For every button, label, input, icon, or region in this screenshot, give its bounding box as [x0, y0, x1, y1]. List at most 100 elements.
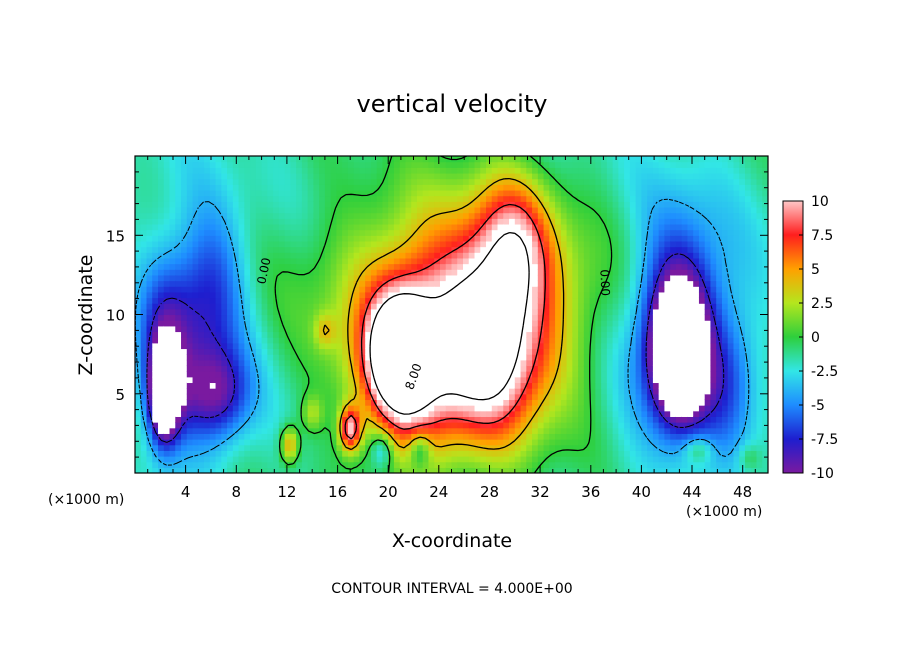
heatmap-cell: [532, 172, 539, 180]
heatmap-cell: [606, 297, 614, 304]
heatmap-cell: [192, 223, 199, 231]
heatmap-cell: [163, 178, 171, 185]
heatmap-cell: [589, 269, 596, 276]
heatmap-cell: [267, 212, 274, 219]
heatmap-cell: [629, 450, 637, 457]
heatmap-cell: [566, 416, 573, 423]
heatmap-cell: [509, 325, 516, 333]
heatmap-cell: [215, 314, 222, 321]
heatmap-cell: [382, 184, 389, 191]
heatmap-cell: [324, 359, 332, 367]
heatmap-cell: [278, 274, 286, 282]
heatmap-cell: [181, 314, 188, 321]
heatmap-cell: [520, 405, 527, 412]
heatmap-cell: [227, 354, 234, 361]
heatmap-cell: [451, 467, 458, 473]
heatmap-cell: [227, 342, 234, 350]
heatmap-cell: [486, 235, 493, 242]
heatmap-cell: [342, 218, 349, 225]
heatmap-cell: [353, 223, 361, 231]
heatmap-cell: [537, 382, 545, 389]
heatmap-cell: [583, 365, 591, 372]
heatmap-cell: [181, 359, 188, 367]
heatmap-cell: [152, 422, 159, 429]
heatmap-cell: [140, 156, 148, 163]
heatmap-cell: [463, 456, 470, 463]
heatmap-cell: [342, 189, 349, 197]
heatmap-cell: [152, 184, 159, 191]
heatmap-cell: [566, 286, 573, 293]
heatmap-cell: [342, 399, 349, 406]
heatmap-cell: [376, 240, 384, 248]
heatmap-cell: [307, 189, 314, 197]
heatmap-cell: [445, 325, 453, 333]
heatmap-cell: [486, 280, 493, 287]
heatmap-cell: [175, 172, 182, 180]
heatmap-cell: [330, 178, 337, 185]
heatmap-cell: [572, 405, 579, 412]
heatmap-cell: [457, 308, 464, 316]
heatmap-cell: [572, 274, 579, 282]
heatmap-cell: [146, 161, 153, 168]
heatmap-cell: [353, 229, 361, 236]
heatmap-cell: [560, 246, 568, 253]
heatmap-cell: [491, 325, 499, 333]
heatmap-cell: [399, 178, 407, 185]
heatmap-cell: [158, 274, 165, 282]
heatmap-cell: [629, 229, 637, 236]
heatmap-cell: [428, 405, 435, 412]
heatmap-cell: [388, 342, 395, 350]
heatmap-cell: [198, 444, 205, 451]
heatmap-cell: [595, 156, 602, 163]
heatmap-cell: [278, 184, 286, 191]
heatmap-cell: [284, 184, 291, 191]
heatmap-cell: [532, 286, 539, 293]
heatmap-cell: [641, 410, 648, 417]
heatmap-cell: [497, 195, 504, 202]
heatmap-cell: [422, 456, 430, 463]
heatmap-cell: [135, 156, 142, 163]
heatmap-cell: [399, 246, 407, 253]
heatmap-cell: [457, 291, 464, 299]
heatmap-cell: [606, 399, 614, 406]
heatmap-cell: [543, 257, 550, 265]
heatmap-cell: [555, 376, 562, 384]
heatmap-cell: [313, 399, 320, 406]
heatmap-cell: [382, 456, 389, 463]
heatmap-cell: [399, 348, 407, 355]
heatmap-cell: [393, 461, 401, 468]
heatmap-cell: [480, 405, 487, 412]
heatmap-cell: [301, 235, 309, 242]
heatmap-cell: [204, 376, 211, 384]
heatmap-cell: [543, 354, 550, 361]
heatmap-cell: [307, 342, 314, 350]
heatmap-cell: [405, 444, 412, 451]
heatmap-cell: [457, 388, 464, 395]
heatmap-cell: [543, 348, 550, 355]
heatmap-cell: [227, 314, 234, 321]
heatmap-cell: [140, 393, 148, 401]
heatmap-cell: [227, 331, 234, 338]
heatmap-cell: [255, 354, 263, 361]
heatmap-cell: [393, 195, 401, 202]
heatmap-cell: [163, 291, 171, 299]
heatmap-cell: [290, 388, 297, 395]
heatmap-cell: [416, 359, 424, 367]
heatmap-cell: [618, 257, 625, 265]
heatmap-cell: [301, 393, 309, 401]
heatmap-cell: [204, 303, 211, 310]
heatmap-cell: [480, 156, 487, 163]
heatmap-cell: [566, 291, 573, 299]
heatmap-cell: [635, 229, 642, 236]
heatmap-cell: [468, 280, 476, 287]
heatmap-cell: [480, 161, 487, 168]
heatmap-cell: [158, 331, 165, 338]
heatmap-cell: [301, 354, 309, 361]
heatmap-cell: [463, 388, 470, 395]
heatmap-cell: [405, 342, 412, 350]
heatmap-cell: [503, 218, 510, 225]
heatmap-cell: [296, 461, 303, 468]
heatmap-cell: [497, 439, 504, 446]
heatmap-cell: [267, 240, 274, 248]
heatmap-cell: [273, 240, 280, 248]
